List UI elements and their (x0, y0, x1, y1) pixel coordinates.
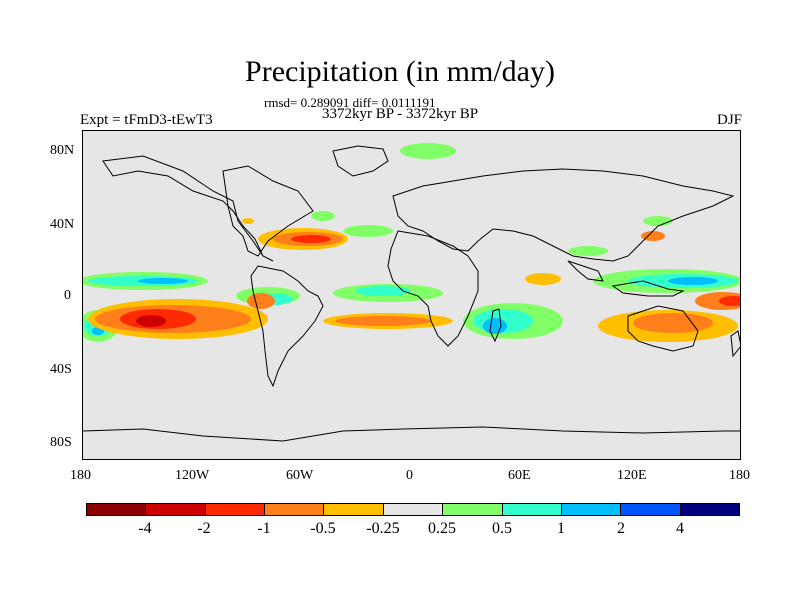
coastlines (83, 145, 740, 442)
lon-tick-label: 180 (729, 468, 750, 483)
colorbar-swatch (146, 504, 206, 515)
map-panel (82, 130, 741, 460)
colorbar-label: 0.5 (492, 520, 512, 537)
colorbar-label: 1 (557, 520, 565, 537)
colorbar-swatch (443, 504, 503, 515)
colorbar-label: -4 (138, 520, 152, 537)
colorbar-swatch (561, 504, 622, 515)
lat-tick-label: 80S (50, 435, 72, 450)
colorbar-swatch (324, 504, 384, 515)
colorbar-label: -0.25 (366, 520, 400, 537)
lat-tick-label: 40N (50, 217, 75, 232)
season-label: DJF (716, 112, 742, 128)
precip-anomaly-field (83, 143, 740, 342)
colorbar-swatch (265, 504, 325, 515)
colorbar-label: 4 (676, 520, 684, 537)
colorbar-label: -0.5 (310, 520, 336, 537)
lat-tick-label: 40S (50, 362, 72, 377)
lon-tick-label: 180 (70, 468, 91, 483)
colorbar-swatch (621, 504, 681, 515)
colorbar-label: 0.25 (428, 520, 456, 537)
colorbar-label: 2 (617, 520, 625, 537)
colorbar-swatch (383, 504, 444, 515)
lon-tick-label: 60W (286, 468, 314, 483)
lon-tick-label: 0 (406, 468, 413, 483)
colorbar-swatch (502, 504, 562, 515)
lon-tick-label: 120E (617, 468, 647, 483)
period-line: 3372kyr BP - 3372kyr BP (322, 106, 479, 122)
colorbar (86, 503, 740, 516)
stats-line: rmsd= 0.289091 diff= 0.0111191 (264, 95, 436, 110)
colorbar-label: -2 (197, 520, 211, 537)
colorbar-swatch (680, 504, 739, 515)
colorbar-label: -1 (257, 520, 271, 537)
map-canvas (83, 143, 740, 442)
experiment-label: Expt = tFmD3-tEwT3 (80, 112, 213, 128)
lat-tick-label: 0 (64, 288, 71, 303)
colorbar-swatch (87, 504, 147, 515)
lon-tick-label: 60E (508, 468, 531, 483)
lat-tick-label: 80N (50, 143, 75, 158)
lon-tick-label: 120W (175, 468, 210, 483)
plot-title: Precipitation (in mm/day) (245, 55, 555, 88)
colorbar-swatch (205, 504, 266, 515)
